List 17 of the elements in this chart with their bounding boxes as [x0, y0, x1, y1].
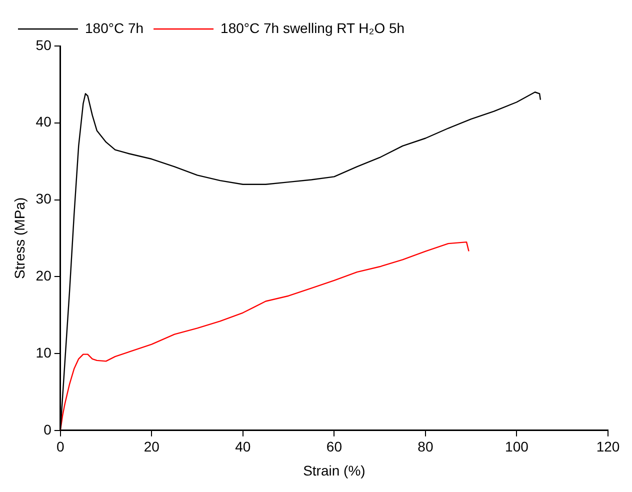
y-tick-label: 50 [36, 36, 52, 53]
x-axis-title: Strain (%) [303, 462, 366, 478]
legend-label: 180°C 7h [85, 20, 144, 36]
y-axis-title: Stress (MPa) [11, 197, 28, 280]
y-tick-label: 40 [36, 114, 52, 130]
y-tick-label: 30 [36, 190, 52, 207]
y-tick-label: 20 [36, 268, 52, 284]
x-tick-label: 40 [235, 438, 251, 455]
y-tick-label: 10 [36, 344, 52, 360]
y-tick-label: 0 [44, 421, 52, 438]
x-tick-label: 80 [418, 438, 434, 455]
x-tick-label: 0 [56, 438, 64, 455]
x-tick-label: 120 [596, 438, 620, 455]
x-tick-label: 60 [326, 438, 342, 455]
legend-label: 180°C 7h swelling RT H₂O 5h [220, 20, 405, 36]
x-tick-label: 100 [505, 438, 529, 455]
x-tick-label: 20 [144, 438, 160, 455]
